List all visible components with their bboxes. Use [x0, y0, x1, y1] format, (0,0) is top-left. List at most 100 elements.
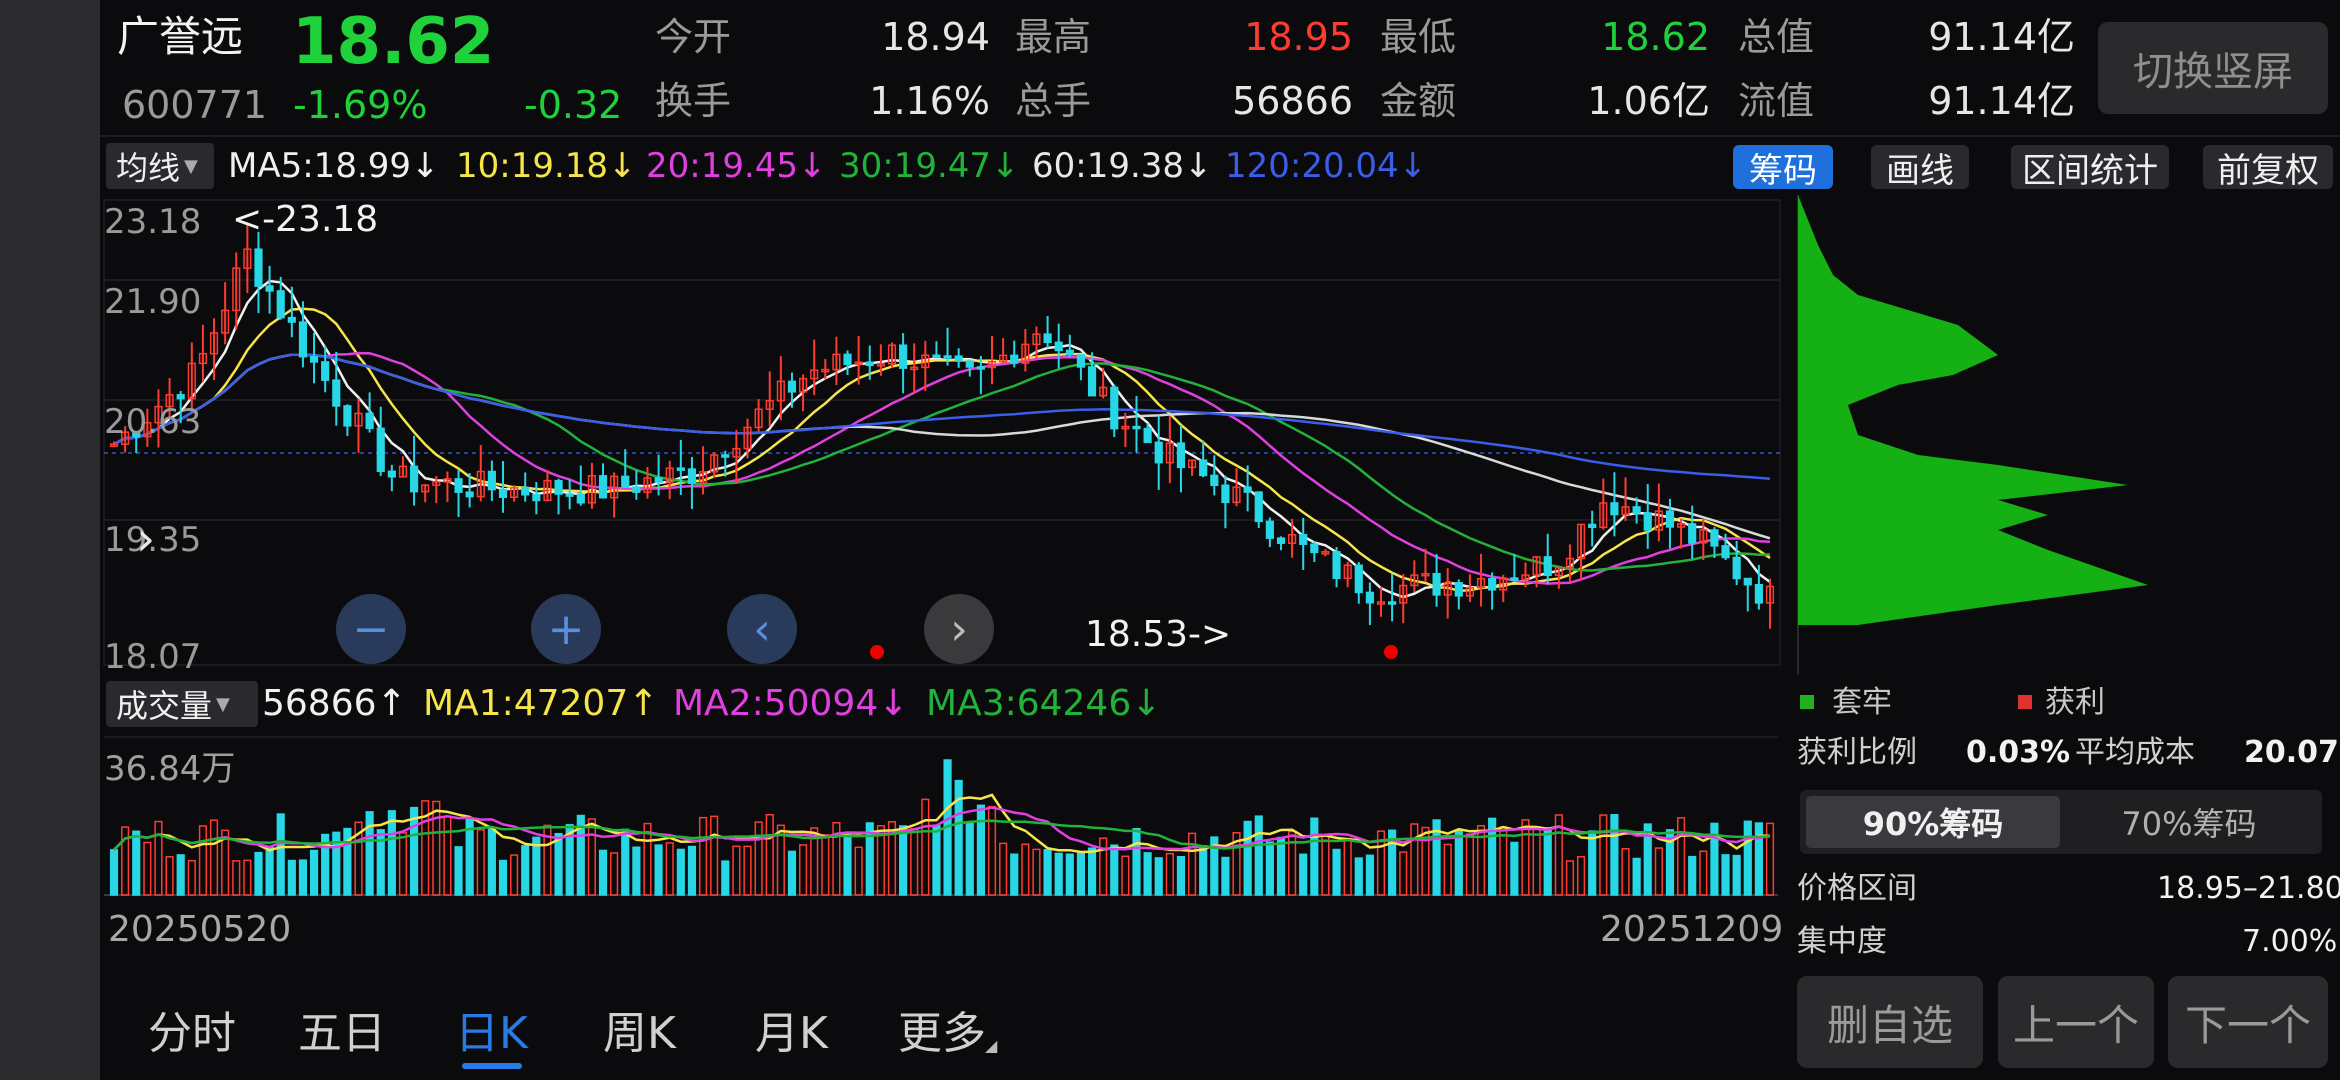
- trapped-legend-swatch: [1800, 695, 1814, 709]
- candle-body: [1143, 427, 1152, 444]
- ma-dropdown[interactable]: 均线 ▼: [106, 143, 214, 189]
- tab-2[interactable]: 日K: [455, 1008, 528, 1059]
- min-price-marker: 18.53->: [1085, 614, 1232, 655]
- volume-bar: [176, 854, 185, 896]
- volume-bar: [1521, 819, 1530, 896]
- volume-bar: [1010, 853, 1019, 896]
- chart-frame: [103, 199, 1781, 666]
- tab-3[interactable]: 周K: [603, 1008, 676, 1059]
- volume-chart[interactable]: [0, 735, 1780, 900]
- previous-stock-button[interactable]: 上一个: [1998, 976, 2154, 1068]
- candle-body: [465, 491, 474, 498]
- event-marker-dot[interactable]: [870, 645, 884, 659]
- volume-bar: [409, 806, 419, 896]
- candle-body: [543, 479, 552, 502]
- avg-cost-label: 平均成本: [2075, 735, 2195, 770]
- volume-bar: [398, 832, 408, 896]
- chevron-right-icon[interactable]: ›: [924, 594, 994, 664]
- tool-button-1[interactable]: 画线: [1871, 145, 1969, 191]
- volume-bar: [1076, 852, 1086, 896]
- volume-ma-line-20: [113, 819, 1771, 851]
- volume-bar: [221, 829, 230, 896]
- candle-body: [1243, 486, 1252, 493]
- tab-4[interactable]: 月K: [755, 1008, 828, 1059]
- volume-bar: [432, 800, 441, 896]
- volume-bar: [1432, 819, 1441, 896]
- candle-body: [1310, 543, 1319, 554]
- end-date: 20251209: [1600, 909, 1784, 950]
- volume-bar: [1221, 856, 1230, 896]
- volume-bar: [1154, 857, 1163, 896]
- tab-5[interactable]: 更多: [898, 1008, 986, 1059]
- candle-body: [1488, 577, 1497, 591]
- candle-body: [1743, 577, 1752, 586]
- stat-value: 18.94: [881, 15, 990, 59]
- volume-bar: [776, 824, 785, 896]
- candle-body: [532, 494, 541, 502]
- candle-body: [1232, 486, 1241, 504]
- volume-bar: [810, 827, 819, 896]
- price-tick: 21.90: [104, 282, 202, 322]
- tool-button-3[interactable]: 前复权: [2203, 145, 2333, 191]
- tab-0[interactable]: 分时: [148, 1008, 236, 1059]
- remove-watchlist-button[interactable]: 删自选: [1797, 976, 1983, 1068]
- volume-bar: [721, 860, 730, 896]
- volume-bar: [1588, 830, 1597, 896]
- volume-bar: [1110, 844, 1119, 896]
- volume-dropdown-label: 成交量: [116, 687, 213, 725]
- candle-body: [654, 477, 663, 483]
- candle-body: [1665, 510, 1675, 528]
- event-marker-dot[interactable]: [1384, 645, 1398, 659]
- ma-line-60: [113, 353, 1771, 540]
- kline-chart[interactable]: [0, 195, 2340, 675]
- tab-1[interactable]: 五日: [298, 1008, 386, 1059]
- price-range-value: 18.95–21.80: [2157, 871, 2340, 906]
- volume-bar: [343, 827, 352, 896]
- candle-body: [1565, 557, 1575, 569]
- volume-bar: [887, 821, 897, 896]
- candle-body: [1365, 591, 1374, 604]
- candle-body: [732, 447, 741, 458]
- candle-body: [1010, 354, 1019, 364]
- tab-70-chips[interactable]: 70%筹码: [2121, 805, 2257, 843]
- candle-body: [965, 360, 974, 368]
- candle-body: [1599, 502, 1608, 529]
- tab-90-chips[interactable]: 90%筹码: [1806, 796, 2060, 848]
- candle-body: [421, 484, 430, 493]
- volume-ma-value: MA2:50094↓: [673, 683, 909, 724]
- switch-orientation-button[interactable]: 切换竖屏: [2098, 22, 2328, 114]
- volume-bar: [732, 845, 741, 896]
- volume-ma-line-10: [113, 806, 1771, 851]
- candle-body: [332, 379, 341, 407]
- candle-body: [743, 426, 752, 450]
- candle-body: [1110, 386, 1119, 430]
- candle-body: [1321, 551, 1330, 555]
- expand-arrow-icon[interactable]: ›: [136, 511, 156, 567]
- tool-button-2[interactable]: 区间统计: [2011, 145, 2169, 191]
- active-tab-indicator: [462, 1063, 522, 1069]
- volume-bar: [832, 821, 841, 896]
- volume-bar: [132, 830, 141, 896]
- candle-body: [676, 467, 685, 471]
- candle-body: [1032, 333, 1041, 346]
- candle-body: [1476, 577, 1486, 589]
- chip-volume-shape: [1798, 195, 2148, 625]
- candle-body: [1643, 512, 1652, 531]
- volume-bar: [1410, 823, 1419, 896]
- volume-dropdown[interactable]: 成交量 ▼: [106, 681, 258, 727]
- zoom-out-icon[interactable]: −: [336, 594, 406, 664]
- stat-value: 91.14亿: [1928, 15, 2075, 59]
- candle-body: [1376, 601, 1386, 605]
- candle-body: [176, 394, 185, 400]
- price-tick: 18.07: [104, 637, 202, 677]
- tool-button-0[interactable]: 筹码: [1733, 145, 1833, 191]
- candle-body: [276, 290, 285, 319]
- chevron-left-icon[interactable]: ‹: [727, 594, 797, 664]
- volume-bar: [510, 854, 519, 896]
- candle-body: [1388, 601, 1397, 605]
- volume-bar: [1699, 850, 1708, 896]
- zoom-in-icon[interactable]: +: [531, 594, 601, 664]
- candle-body: [876, 363, 885, 367]
- volume-bar: [1065, 853, 1074, 896]
- next-stock-button[interactable]: 下一个: [2168, 976, 2328, 1068]
